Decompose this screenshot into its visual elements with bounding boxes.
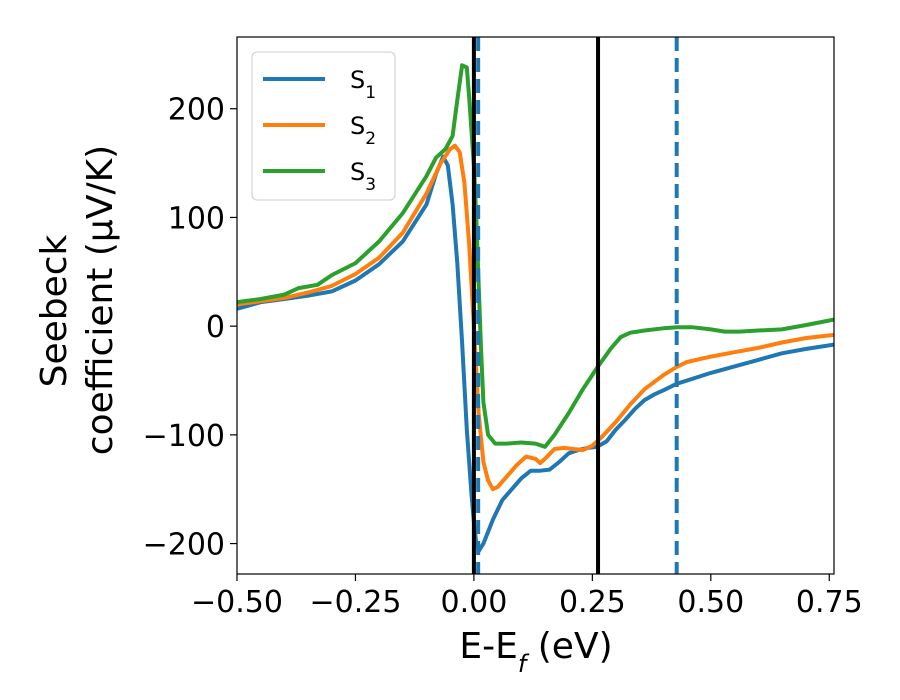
legend: S1 S2 S3 (251, 51, 396, 201)
y-tick-label: 100 (168, 201, 225, 236)
plot-frame (236, 36, 835, 575)
series-line-s2 (237, 143, 834, 492)
series-line-s3 (237, 63, 834, 449)
y-tick-label: −100 (143, 419, 225, 454)
x-tick-label: −0.25 (309, 585, 401, 620)
x-tick-label: 0.00 (441, 585, 508, 620)
legend-label-s1: S1 (350, 66, 376, 103)
y-axis-label-line1: Seebeck (34, 234, 75, 387)
axis-ticks: −0.50 −0.25 0.00 0.25 0.50 0.75 −200 −100 0 100 20… (143, 93, 863, 620)
y-axis-label-line2: coefficient (μV/K) (80, 145, 121, 455)
y-tick-label: 0 (206, 310, 225, 345)
x-axis-label: E-Ef (eV) (459, 626, 612, 678)
x-tick-label: 0.75 (796, 585, 863, 620)
x-tick-label: −0.50 (191, 585, 283, 620)
legend-label-s2: S2 (350, 112, 376, 149)
x-tick-label: 0.25 (559, 585, 626, 620)
legend-label-s3: S3 (350, 158, 376, 195)
y-tick-label: 200 (168, 93, 225, 128)
x-tick-label: 0.50 (677, 585, 744, 620)
y-tick-label: −200 (143, 528, 225, 563)
plot-area (237, 37, 834, 574)
series-line-s1 (237, 154, 834, 554)
